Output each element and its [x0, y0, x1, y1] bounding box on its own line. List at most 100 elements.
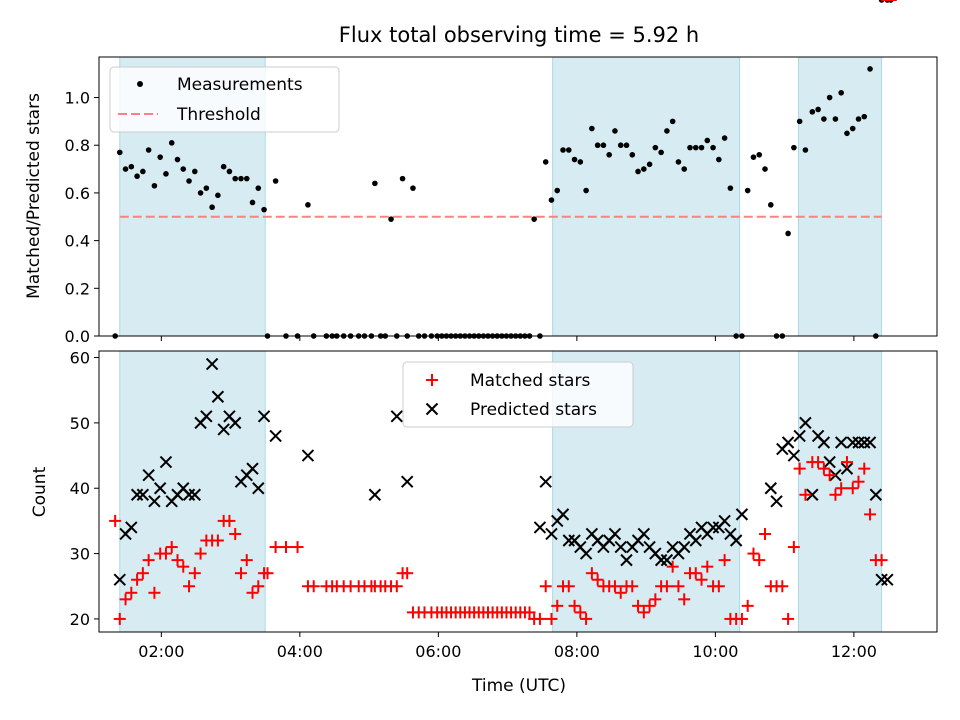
matched-star-point: [223, 514, 236, 527]
matched-star-point: [177, 560, 190, 573]
matched-star-point: [852, 475, 865, 488]
measurement-point: [554, 187, 561, 194]
panel-ratio: 0.0 0.2 0.4 0.6 0.8 1.0 Matched/Predicted sta…: [24, 0, 938, 346]
y-tick-label: 0.2: [65, 279, 90, 298]
measurement-point: [372, 180, 378, 187]
predicted-star-point: [301, 449, 315, 462]
legend-label-predicted: Predicted stars: [470, 400, 597, 420]
legend-label-measurements: Measurements: [177, 75, 303, 95]
measurement-point: [238, 175, 244, 182]
matched-star-point: [835, 482, 848, 495]
legend-plus-marker: [426, 374, 438, 386]
predicted-star-point: [545, 527, 558, 541]
y-axis-label: Count: [30, 466, 50, 517]
matched-star-point: [817, 462, 830, 475]
measurement-point: [122, 166, 129, 172]
matched-star-point: [840, 456, 853, 469]
matched-star-point: [279, 541, 292, 554]
predicted-star-point: [556, 508, 570, 521]
measurement-point: [762, 166, 768, 172]
matched-star-point: [875, 554, 888, 567]
matched-star-point: [585, 567, 598, 580]
matched-star-point: [183, 580, 196, 593]
legend-x-marker: [425, 402, 439, 416]
measurement-point: [698, 144, 705, 151]
measurement-point: [220, 163, 227, 170]
measurement-point: [589, 125, 595, 132]
measurement-point: [756, 151, 763, 158]
measurement-point: [796, 118, 803, 125]
predicted-star-point: [148, 495, 161, 508]
predicted-star-point: [217, 423, 230, 436]
matched-star-point: [194, 547, 207, 560]
measurement-point: [226, 168, 233, 175]
legend-label-matched: Matched stars: [470, 371, 590, 391]
measurement-point: [140, 168, 146, 175]
measurement-point: [272, 178, 279, 184]
predicted-star-point: [125, 521, 138, 534]
y-tick-label: 60: [70, 349, 90, 368]
predicted-star-point: [654, 553, 668, 567]
measurement-point: [157, 154, 163, 160]
measurement-point: [163, 171, 169, 177]
chart-title: Flux total observing time = 5.92 h: [339, 23, 699, 47]
x-tick-label: 06:00: [415, 642, 461, 661]
measurement-point: [197, 190, 204, 196]
matched-star-point: [829, 488, 842, 501]
matched-star-point: [240, 554, 253, 567]
matched-star-point: [119, 593, 132, 606]
matched-star-point: [229, 527, 242, 540]
matched-star-point: [858, 462, 871, 475]
measurement-point: [209, 204, 215, 211]
measurement-point: [623, 142, 630, 149]
measurement-point: [646, 161, 653, 168]
measurement-point: [785, 230, 791, 237]
measurement-point: [145, 147, 152, 153]
matched-star-point: [718, 554, 731, 567]
measurement-point: [855, 116, 862, 122]
predicted-star-point: [660, 553, 674, 567]
measurement-point: [174, 156, 181, 163]
predicted-star-point: [770, 495, 783, 508]
predicted-star-point: [533, 521, 547, 534]
legend-top: Measurements Threshold: [109, 66, 340, 133]
measurement-point: [675, 159, 682, 165]
matched-star-point: [171, 554, 184, 567]
x-tick-label: 08:00: [554, 642, 600, 661]
measurement-point: [151, 182, 158, 189]
matched-star-point: [672, 580, 685, 593]
predicted-star-point: [706, 521, 720, 534]
measurement-point: [232, 175, 239, 182]
predicted-star-point: [130, 488, 144, 501]
measurement-point: [116, 149, 123, 156]
matched-star-point: [823, 469, 836, 482]
y-ticks: 20 30 40 50 60: [70, 349, 99, 629]
x-ticks: 02:00 04:00 06:00 08:00 10:00 12:00: [138, 632, 877, 661]
matched-star-point: [799, 488, 812, 501]
matched-star-point: [637, 606, 650, 619]
legend-box: [402, 361, 634, 428]
measurement-point: [612, 128, 618, 134]
y-tick-label: 0.4: [65, 232, 90, 251]
predicted-star-point: [689, 534, 702, 547]
y-tick-label: 30: [70, 545, 90, 564]
measurement-point: [704, 137, 711, 144]
measurement-point: [826, 94, 833, 101]
measurement-point: [744, 187, 751, 194]
matched-star-point: [614, 586, 627, 599]
matched-star-point: [148, 586, 161, 599]
predicted-star-point: [205, 357, 219, 371]
measurement-point: [255, 185, 262, 191]
matched-star-point: [165, 541, 178, 554]
predicted-star-point: [858, 436, 871, 449]
matched-star-point: [846, 482, 859, 495]
predicted-star-point: [637, 527, 651, 541]
matched-star-points: [109, 0, 897, 625]
predicted-star-point: [539, 475, 552, 488]
measurement-point: [635, 168, 641, 175]
matched-star-point: [712, 580, 725, 593]
matched-star-point: [695, 573, 708, 586]
predicted-star-point: [834, 436, 848, 449]
matched-star-point: [136, 567, 149, 580]
measurement-point: [849, 125, 856, 132]
